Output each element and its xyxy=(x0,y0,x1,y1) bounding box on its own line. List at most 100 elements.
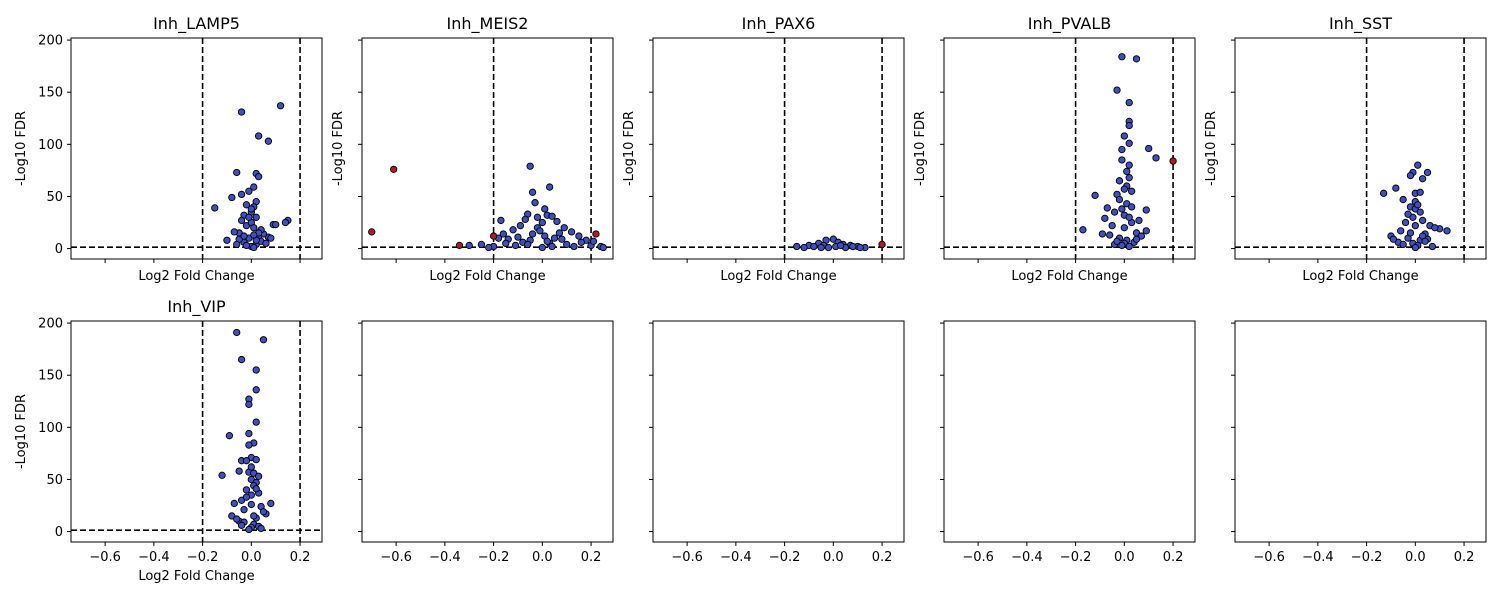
x-tick-label: −0.2 xyxy=(769,550,801,565)
x-axis-label: Log2 Fold Change xyxy=(720,269,836,284)
x-tick-label: −0.4 xyxy=(138,550,170,565)
data-point xyxy=(276,102,285,110)
data-point xyxy=(526,162,534,170)
x-tick-label: −0.2 xyxy=(1351,550,1383,565)
y-tick-label: 50 xyxy=(46,473,63,488)
data-point xyxy=(553,217,561,226)
data-point xyxy=(259,508,268,516)
data-point xyxy=(233,328,241,337)
y-tick-label: 200 xyxy=(38,34,63,49)
data-point xyxy=(252,455,260,464)
data-point xyxy=(245,441,253,449)
x-tick-label: −0.6 xyxy=(89,550,121,565)
y-tick-label: 0 xyxy=(55,242,63,257)
data-point xyxy=(538,243,546,252)
data-point xyxy=(485,243,493,252)
data-point xyxy=(233,515,241,523)
data-point xyxy=(1152,154,1160,162)
data-point xyxy=(1106,231,1114,239)
data-point xyxy=(524,240,532,249)
y-tick-label: 200 xyxy=(38,317,63,332)
data-point xyxy=(1115,177,1124,185)
data-points xyxy=(793,235,886,252)
data-point xyxy=(1392,184,1400,192)
x-axis-label: Log2 Fold Change xyxy=(1302,269,1418,284)
data-point xyxy=(1406,171,1415,180)
data-point xyxy=(237,521,246,529)
x-tick-label: 0.0 xyxy=(532,550,553,565)
data-point xyxy=(849,242,857,251)
data-point xyxy=(1125,98,1133,107)
data-point xyxy=(252,485,260,493)
data-point xyxy=(502,239,510,248)
data-point xyxy=(1125,161,1133,169)
data-point xyxy=(1380,189,1388,197)
data-point xyxy=(499,230,507,238)
data-point xyxy=(1125,174,1133,182)
data-point xyxy=(521,215,529,224)
data-point xyxy=(247,463,255,471)
x-tick-label: 0.2 xyxy=(1454,550,1475,565)
x-tick-label: −0.4 xyxy=(720,550,752,565)
data-point xyxy=(230,228,238,236)
data-point xyxy=(1404,210,1412,218)
data-point xyxy=(1120,185,1128,193)
y-tick-label: 100 xyxy=(38,421,63,436)
data-point xyxy=(477,240,486,249)
data-point xyxy=(254,172,263,181)
data-point xyxy=(1397,227,1405,235)
data-point xyxy=(800,243,808,252)
data-point xyxy=(1399,195,1407,204)
y-axis-label: -Log10 FDR xyxy=(14,111,29,186)
axes-frame xyxy=(652,37,905,260)
subplot-Inh_LAMP5: Inh_LAMP5 Log2 Fold Change -Log10 FDR 0 50 10… xyxy=(14,14,323,284)
data-point xyxy=(281,218,290,227)
data-point xyxy=(824,243,833,252)
y-tick-label: 50 xyxy=(46,190,63,205)
data-point xyxy=(235,467,243,475)
subplot-title: Inh_MEIS2 xyxy=(447,14,529,34)
data-point xyxy=(1401,218,1410,227)
data-point xyxy=(252,418,260,426)
data-point xyxy=(1132,55,1141,63)
data-point xyxy=(1406,229,1415,237)
x-tick-label: 0.2 xyxy=(872,550,893,565)
data-point xyxy=(250,183,258,191)
subplot-title: Inh_PVALB xyxy=(1028,14,1111,34)
data-point xyxy=(1399,240,1407,249)
x-tick-label: 0.0 xyxy=(241,550,262,565)
data-point xyxy=(252,366,260,374)
axes-frame xyxy=(1234,37,1487,260)
data-point xyxy=(250,231,258,239)
x-tick-label: −0.6 xyxy=(962,550,994,565)
data-point xyxy=(1115,195,1124,204)
x-tick-label: 0.2 xyxy=(1163,550,1184,565)
data-point xyxy=(1103,204,1111,212)
data-point xyxy=(541,205,549,213)
subplot-Inh_PVALB: Inh_PVALB Log2 Fold Change -Log10 FDR xyxy=(913,14,1196,284)
y-tick-label: 150 xyxy=(38,369,63,384)
subplot-Inh_VIP: Inh_VIP Log2 Fold Change -Log10 FDR −0.6 −0.… xyxy=(14,297,323,584)
x-axis-label: Log2 Fold Change xyxy=(138,569,254,584)
data-point xyxy=(1132,235,1141,243)
data-point xyxy=(233,240,241,249)
data-point xyxy=(1411,221,1419,230)
data-point xyxy=(1125,242,1133,251)
data-point xyxy=(1431,224,1439,232)
x-tick-label: −0.6 xyxy=(671,550,703,565)
data-point xyxy=(245,429,253,438)
data-point xyxy=(577,238,585,246)
x-axis-label: Log2 Fold Change xyxy=(429,269,545,284)
data-point xyxy=(237,108,246,116)
data-point xyxy=(1125,139,1133,147)
data-point xyxy=(242,201,251,209)
x-tick-label: 0.0 xyxy=(823,550,844,565)
data-point xyxy=(558,235,566,243)
data-point xyxy=(1428,242,1437,251)
data-point xyxy=(543,237,551,245)
data-point xyxy=(242,486,251,494)
data-point xyxy=(545,183,554,191)
data-point xyxy=(1411,243,1419,252)
data-point xyxy=(531,199,539,207)
data-points xyxy=(1380,161,1451,252)
